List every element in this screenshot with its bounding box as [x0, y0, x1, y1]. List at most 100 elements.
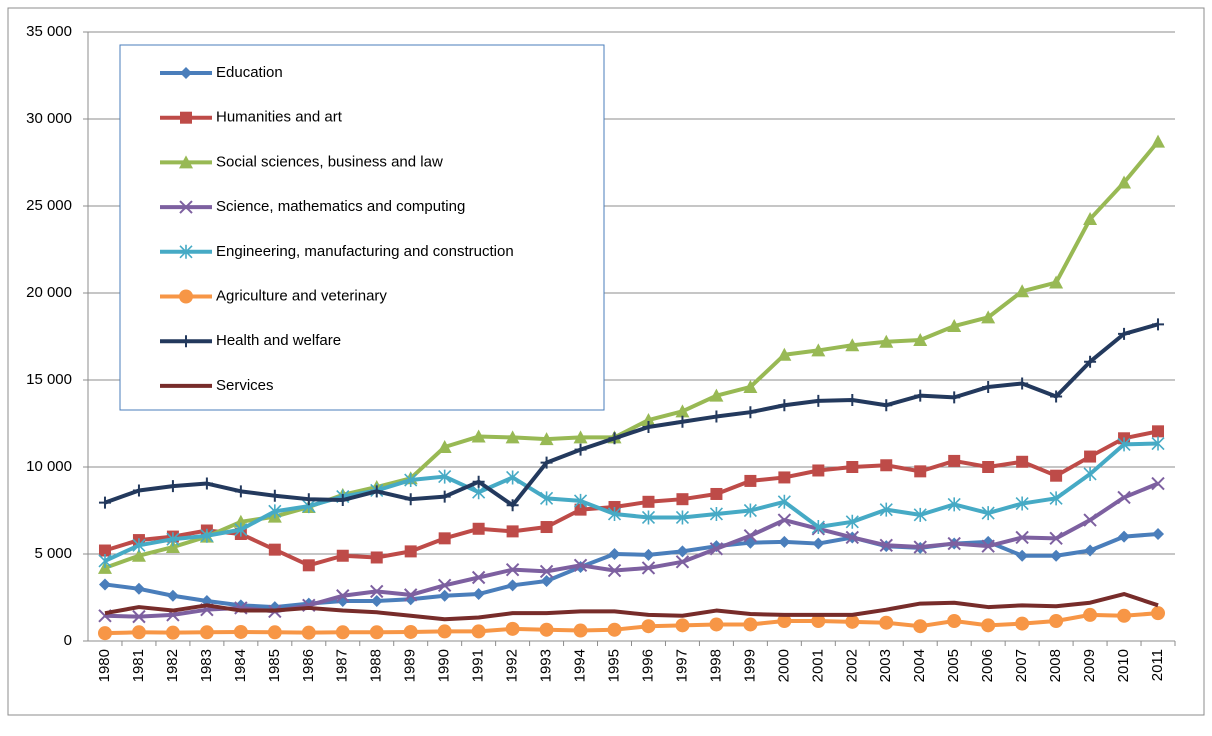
marker	[607, 622, 622, 637]
marker	[539, 622, 554, 637]
marker	[845, 530, 860, 545]
marker	[437, 439, 452, 453]
marker	[744, 406, 757, 419]
marker	[1016, 455, 1029, 468]
marker	[1016, 377, 1029, 390]
x-tick-label: 1984	[232, 649, 249, 682]
marker	[913, 507, 927, 522]
x-tick-label: 2003	[877, 649, 894, 682]
marker	[1151, 606, 1166, 621]
marker	[472, 588, 485, 601]
marker	[539, 564, 554, 579]
marker	[472, 475, 485, 488]
legend-label: Science, mathematics and computing	[216, 198, 465, 215]
marker	[676, 493, 689, 506]
marker	[336, 494, 349, 507]
x-tick-label: 2007	[1013, 649, 1030, 682]
marker	[1083, 212, 1098, 226]
marker	[1152, 527, 1165, 540]
marker	[982, 380, 995, 393]
marker	[982, 461, 995, 473]
marker	[98, 544, 111, 557]
marker	[777, 494, 791, 509]
marker	[777, 513, 792, 527]
marker	[98, 553, 112, 568]
marker	[573, 558, 588, 573]
marker	[1117, 437, 1131, 452]
marker	[1050, 549, 1063, 562]
marker	[132, 538, 146, 553]
marker	[200, 528, 214, 543]
marker	[1151, 134, 1166, 148]
marker	[914, 465, 927, 478]
marker	[505, 430, 520, 444]
marker	[709, 506, 723, 521]
marker	[642, 495, 655, 508]
x-tick-label: 1989	[402, 649, 419, 682]
marker	[709, 542, 724, 556]
marker	[199, 625, 214, 640]
marker	[506, 525, 519, 538]
marker	[913, 540, 927, 554]
legend-marker	[179, 155, 193, 169]
marker	[811, 343, 826, 357]
marker	[335, 625, 350, 640]
marker	[1083, 466, 1097, 481]
marker	[471, 429, 486, 443]
marker	[947, 536, 961, 551]
marker	[336, 549, 349, 562]
x-tick-label: 1994	[572, 649, 589, 682]
x-tick-label: 2004	[911, 649, 928, 682]
marker	[301, 625, 316, 640]
marker	[438, 469, 452, 484]
marker	[675, 555, 690, 569]
legend-label: Social sciences, business and law	[216, 153, 443, 170]
marker	[812, 464, 825, 477]
x-tick-label: 1991	[470, 649, 487, 682]
x-tick-label: 1995	[605, 649, 622, 682]
marker	[743, 617, 758, 632]
marker	[777, 613, 792, 628]
legend-marker	[179, 200, 193, 214]
marker	[845, 614, 860, 629]
marker	[1050, 390, 1063, 403]
legend-label: Agriculture and veterinary	[216, 287, 387, 304]
marker	[778, 471, 791, 484]
marker	[811, 520, 825, 535]
marker	[879, 334, 894, 348]
marker	[131, 625, 146, 640]
marker	[1084, 544, 1097, 557]
marker	[641, 619, 656, 634]
legend-label: Humanities and art	[216, 109, 343, 126]
marker	[642, 420, 655, 433]
marker	[268, 543, 281, 556]
marker	[403, 624, 418, 639]
marker	[1152, 425, 1165, 438]
marker	[573, 493, 588, 508]
marker	[370, 485, 383, 498]
marker	[573, 623, 588, 638]
marker	[1117, 175, 1132, 189]
marker	[505, 562, 520, 577]
x-tick-label: 1980	[96, 649, 113, 682]
marker	[812, 394, 825, 407]
marker	[336, 589, 350, 603]
marker	[370, 584, 384, 599]
x-tick-label: 2008	[1047, 649, 1064, 682]
marker	[574, 503, 587, 516]
x-tick-label: 1985	[266, 649, 283, 682]
x-tick-label: 2001	[809, 649, 826, 682]
marker	[981, 310, 996, 324]
marker	[506, 579, 519, 592]
marker	[403, 588, 418, 602]
marker	[608, 548, 621, 560]
marker	[1151, 476, 1165, 491]
marker	[675, 510, 690, 525]
x-tick-label: 1996	[639, 649, 656, 682]
marker	[947, 497, 961, 512]
y-tick-label: 30 000	[26, 110, 72, 127]
marker	[676, 415, 689, 428]
marker	[880, 399, 893, 412]
marker	[166, 480, 179, 493]
